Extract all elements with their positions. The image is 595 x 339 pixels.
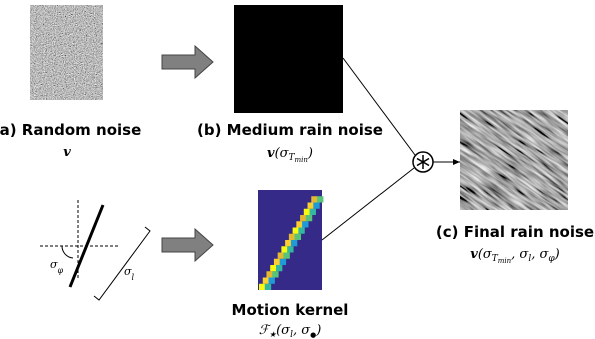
m: , σ xyxy=(511,247,529,262)
kernel-cell xyxy=(313,203,319,209)
kernel-cell xyxy=(280,259,286,265)
kernel-cell xyxy=(283,253,289,259)
medium-noise-image xyxy=(234,5,343,113)
diagram: σφ σl (a) Random noise v (b) Medium rain… xyxy=(0,0,595,339)
motion-kernel-image xyxy=(258,190,323,290)
kernel-cell xyxy=(259,284,265,290)
kernel-cell xyxy=(291,240,297,246)
kernel-cell xyxy=(302,221,308,227)
kernel-cell xyxy=(311,196,317,202)
block-arrow xyxy=(162,46,213,78)
kernel-cell xyxy=(296,221,302,227)
label: Motion kernel xyxy=(232,301,349,319)
kernel-cell xyxy=(278,253,284,259)
random-noise-image xyxy=(30,5,103,100)
kernel-cell xyxy=(289,234,295,240)
m: , σ xyxy=(531,247,549,262)
kernel-cell xyxy=(272,271,278,277)
m: ) xyxy=(307,146,313,161)
subsub: min xyxy=(295,156,309,164)
kernel-cell xyxy=(308,203,314,209)
subscript: l xyxy=(132,273,135,282)
m: , σ xyxy=(293,323,311,338)
label: (a) Random noise xyxy=(0,121,141,139)
kernel-cell xyxy=(304,209,310,215)
subsub: min xyxy=(498,257,512,265)
formula: v(σTmin, σl, σφ) xyxy=(470,247,559,265)
formula: ℱ★(σl, σ●) xyxy=(259,323,322,339)
block-arrow xyxy=(162,229,213,261)
kernel-cell xyxy=(285,240,291,246)
angle-label: σφ xyxy=(50,258,64,275)
kernel-cell xyxy=(298,228,304,234)
formula: v(σTmin) xyxy=(267,146,313,164)
kernel-cell xyxy=(270,265,276,271)
motion-line xyxy=(70,205,103,287)
connector xyxy=(322,168,414,240)
m: (σ xyxy=(275,146,290,161)
kernel-cell xyxy=(317,196,323,202)
kernel-cell xyxy=(281,246,287,252)
m: (σ xyxy=(276,323,291,338)
formula: v xyxy=(63,145,71,160)
m: (σ xyxy=(478,247,493,262)
kernel-cell xyxy=(266,271,272,277)
length-bracket xyxy=(94,227,150,300)
kernel-cell xyxy=(306,215,312,221)
kernel-cell xyxy=(295,234,301,240)
kernel-cell xyxy=(263,278,269,284)
label: (b) Medium rain noise xyxy=(197,121,383,139)
kernel-cell xyxy=(274,259,280,265)
kernel-cell xyxy=(293,228,299,234)
subscript: φ xyxy=(58,266,64,275)
length-label: σl xyxy=(124,265,135,282)
m: ) xyxy=(315,323,321,338)
kernel-cell xyxy=(300,215,306,221)
kernel-cell xyxy=(265,284,271,290)
angle-arc xyxy=(62,246,73,258)
kernel-cell xyxy=(268,278,274,284)
label: (c) Final rain noise xyxy=(436,223,594,241)
connector xyxy=(343,58,415,155)
kernel-cell xyxy=(276,265,282,271)
kernel-cell xyxy=(287,246,293,252)
m: ) xyxy=(554,247,560,262)
kernel-cell xyxy=(310,209,316,215)
